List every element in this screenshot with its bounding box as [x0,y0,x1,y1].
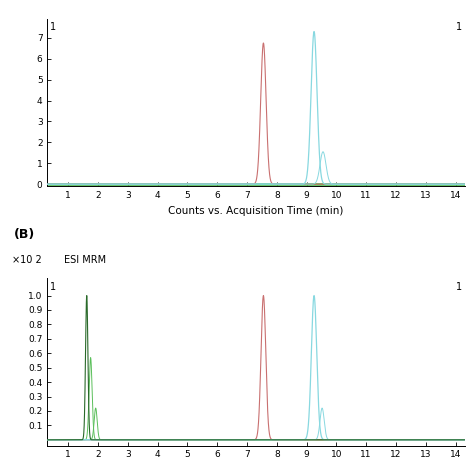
Text: 1: 1 [49,22,55,32]
Text: ESI MRM: ESI MRM [64,255,106,265]
X-axis label: Counts vs. Acquisition Time (min): Counts vs. Acquisition Time (min) [168,206,344,216]
Text: 1: 1 [456,282,463,292]
Text: (B): (B) [14,228,35,241]
Text: ×10 2: ×10 2 [12,255,42,265]
Text: 1: 1 [456,22,463,32]
Text: 1: 1 [49,282,55,292]
